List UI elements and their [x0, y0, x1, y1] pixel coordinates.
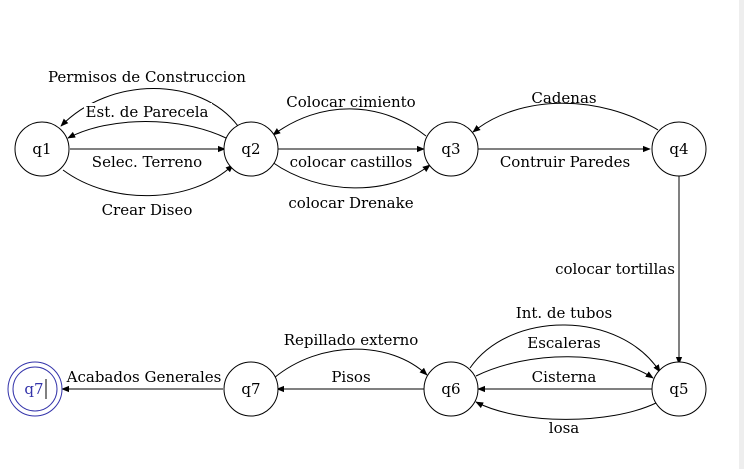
label-colocar-cimiento: Colocar cimiento [286, 93, 415, 111]
state-q2-label: q2 [241, 140, 260, 158]
state-q6-label: q6 [441, 380, 460, 398]
edge-permisos [60, 88, 239, 127]
edge-est-parecela [67, 121, 227, 139]
edge-repillado [273, 348, 428, 379]
state-q4-label: q4 [669, 140, 688, 158]
state-q2[interactable]: q2 [223, 121, 279, 177]
state-q3-label: q3 [441, 140, 460, 158]
state-q1-label: q1 [32, 140, 51, 158]
label-losa: losa [549, 419, 580, 437]
state-q4[interactable]: q4 [651, 121, 707, 177]
state-q7-label: q7 [241, 380, 260, 398]
label-colocar-tortillas: colocar tortillas [555, 260, 675, 278]
label-contruir-paredes: Contruir Paredes [500, 153, 630, 171]
label-cisterna: Cisterna [532, 368, 597, 386]
label-acabados: Acabados Generales [66, 368, 222, 386]
state-q5[interactable]: q5 [651, 361, 707, 417]
edge-colocar-drenake [271, 161, 431, 189]
label-escaleras: Escaleras [527, 334, 600, 352]
state-final-label: q7 [24, 380, 43, 398]
edge-int-tubos [469, 324, 661, 373]
edge-losa [475, 401, 657, 420]
edge-colocar-cimiento [272, 108, 427, 137]
state-q1[interactable]: q1 [14, 121, 70, 177]
edge-escaleras [475, 356, 654, 379]
state-q7[interactable]: q7 [223, 361, 279, 417]
edge-crear-diseo [62, 164, 234, 197]
label-repillado: Repillado externo [284, 331, 419, 349]
label-int-tubos: Int. de tubos [516, 304, 612, 322]
label-cadenas: Cadenas [531, 89, 596, 107]
label-crear-diseo: Crear Diseo [102, 201, 193, 219]
label-pisos: Pisos [331, 368, 370, 386]
label-selec-terreno: Selec. Terreno [92, 153, 202, 171]
state-q5-label: q5 [669, 380, 688, 398]
label-colocar-castillos: colocar castillos [290, 153, 413, 171]
edge-cadenas [472, 102, 659, 133]
state-q6[interactable]: q6 [423, 361, 479, 417]
label-est-parecela: Est. de Parecela [86, 103, 209, 121]
label-permisos: Permisos de Construccion [48, 68, 246, 86]
scrollbar[interactable] [739, 0, 744, 469]
label-colocar-drenake: colocar Drenake [288, 194, 413, 212]
state-q3[interactable]: q3 [423, 121, 479, 177]
state-final[interactable]: q7 [7, 361, 63, 417]
